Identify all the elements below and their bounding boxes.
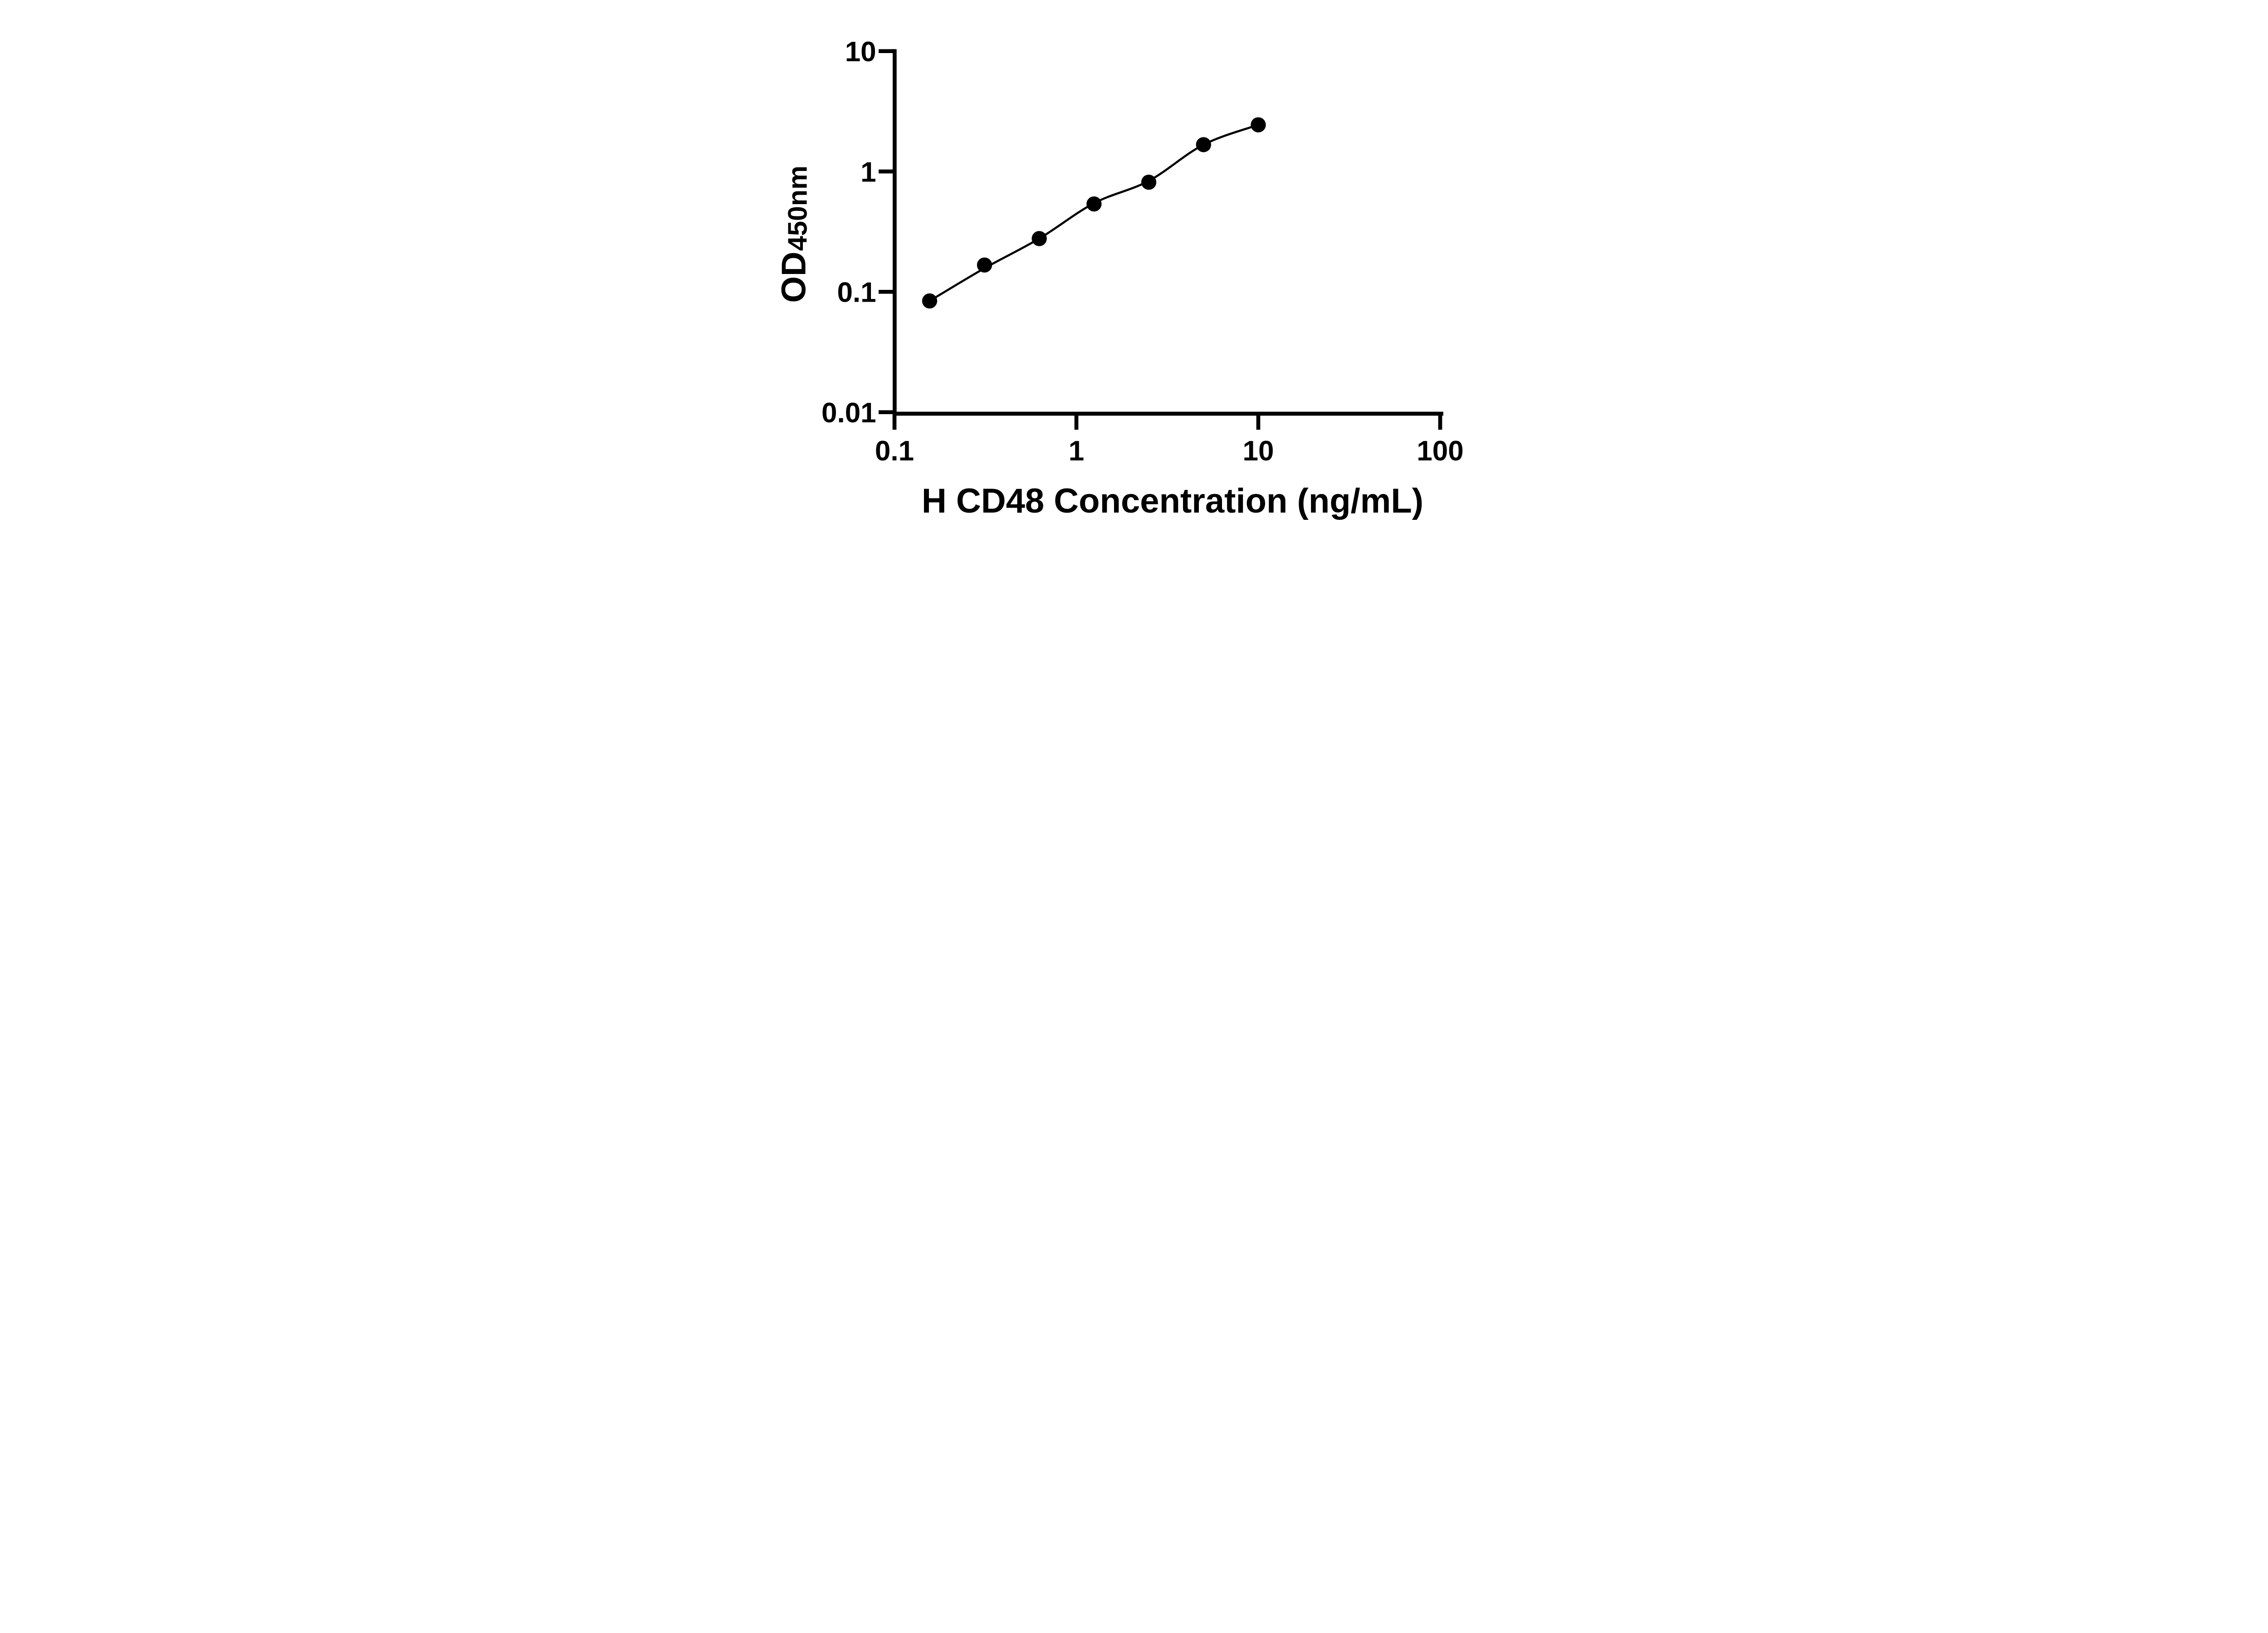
x-tick-label: 0.1 (875, 435, 914, 467)
data-point (1031, 231, 1047, 246)
y-axis-title-main: OD (774, 252, 812, 303)
data-point (1141, 175, 1157, 190)
y-tick-label: 10 (845, 36, 876, 68)
axes-layer: 10 1 0.1 0.01 0.1 1 10 100 (821, 36, 1464, 467)
x-tick-label: 1 (1069, 435, 1084, 467)
y-tick-label: 1 (860, 156, 876, 188)
y-axis-title: OD 450nm (774, 166, 812, 303)
data-point (977, 257, 992, 273)
y-axis-title-subscript: 450nm (782, 166, 813, 251)
data-point (1251, 117, 1266, 132)
fit-curve (929, 123, 1260, 302)
y-tick-label: 0.01 (821, 397, 876, 429)
data-point (1196, 137, 1211, 152)
x-axis-title: H CD48 Concentration (ng/mL) (922, 482, 1423, 520)
x-tick-label: 100 (1417, 435, 1463, 467)
standard-curve-chart: 10 1 0.1 0.01 0.1 1 10 100 H CD48 Concentration… (746, 0, 1522, 544)
data-point (922, 293, 938, 309)
data-point (1086, 196, 1102, 212)
plot-layer (922, 117, 1266, 309)
elisa-standard-curve-figure: 10 1 0.1 0.01 0.1 1 10 100 H CD48 Concentration… (746, 0, 1522, 544)
y-tick-label: 0.1 (837, 277, 876, 308)
x-tick-label: 10 (1243, 435, 1274, 467)
